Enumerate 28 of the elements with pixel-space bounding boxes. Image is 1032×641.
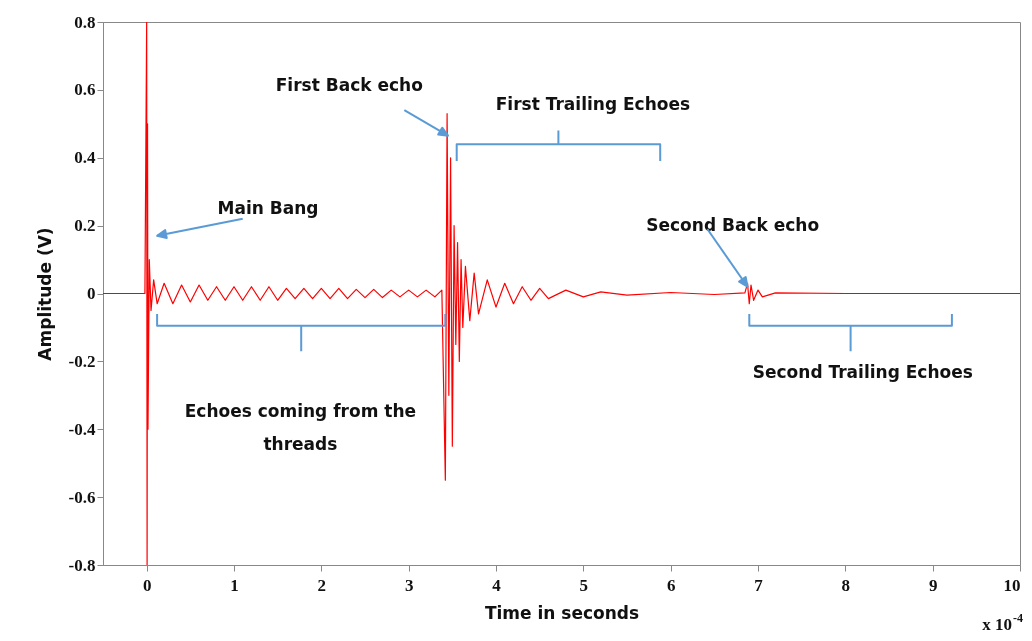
x-tick-label: 3 bbox=[404, 575, 414, 595]
y-tick-label: -0.2 bbox=[68, 351, 96, 371]
y-tick-label: 0.8 bbox=[74, 12, 96, 32]
x-tick-label: 9 bbox=[928, 575, 938, 595]
x-tick-label: 1 bbox=[230, 575, 239, 595]
x-tick-label: 6 bbox=[666, 575, 676, 595]
y-tick-label: -0.6 bbox=[68, 487, 96, 507]
annotation: Second Trailing Echoes bbox=[752, 362, 973, 383]
y-tick-label: -0.8 bbox=[68, 555, 96, 575]
y-tick-label: 0 bbox=[87, 284, 96, 303]
x-tick-label: 10 bbox=[1003, 575, 1021, 595]
x-tick-label: 8 bbox=[841, 575, 851, 595]
y-tick-label: 0.6 bbox=[74, 80, 96, 100]
x-tick-label: 0 bbox=[142, 575, 152, 595]
y-tick-label: -0.4 bbox=[68, 419, 96, 439]
annotation: Second Back echo bbox=[646, 214, 820, 235]
y-axis-title: Amplitude (V) bbox=[34, 227, 55, 361]
annotation: Main Bang bbox=[217, 197, 319, 218]
x-axis-title: Time in seconds bbox=[484, 602, 640, 623]
x-tick-label: 4 bbox=[492, 575, 502, 595]
x-tick-label: 2 bbox=[317, 575, 327, 595]
annotation: First Back echo bbox=[275, 75, 423, 96]
y-tick-label: 0.4 bbox=[74, 148, 96, 168]
annotation: Echoes coming from the threads bbox=[184, 401, 417, 455]
annotation: First Trailing Echoes bbox=[495, 94, 691, 115]
x-tick-label: 5 bbox=[579, 575, 589, 595]
y-tick-label: 0.2 bbox=[74, 216, 96, 236]
x-tick-label: 7 bbox=[754, 575, 764, 595]
